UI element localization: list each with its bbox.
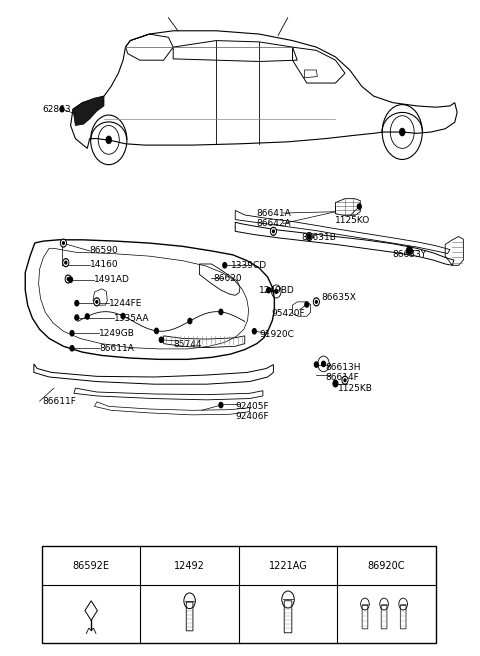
Circle shape — [305, 302, 309, 307]
Text: 12492: 12492 — [174, 560, 205, 571]
Text: 92405F: 92405F — [235, 402, 269, 411]
Text: 92406F: 92406F — [235, 412, 269, 420]
Text: 86611F: 86611F — [42, 397, 76, 405]
Circle shape — [188, 318, 192, 323]
Text: 1125KO: 1125KO — [335, 216, 370, 225]
FancyBboxPatch shape — [381, 605, 387, 629]
Circle shape — [315, 300, 317, 303]
Polygon shape — [73, 96, 104, 125]
Circle shape — [307, 234, 311, 239]
Circle shape — [65, 275, 71, 283]
Circle shape — [69, 277, 72, 282]
Text: 86920C: 86920C — [368, 560, 405, 571]
Circle shape — [64, 260, 68, 265]
Circle shape — [344, 379, 346, 382]
Circle shape — [408, 250, 410, 252]
Circle shape — [408, 249, 411, 253]
Circle shape — [407, 247, 412, 255]
Text: 1249BD: 1249BD — [259, 285, 295, 295]
Circle shape — [271, 228, 276, 236]
Circle shape — [314, 362, 318, 367]
Text: 91920C: 91920C — [259, 330, 294, 339]
Text: 86631B: 86631B — [301, 234, 336, 242]
Text: 1221AG: 1221AG — [269, 560, 307, 571]
Circle shape — [75, 315, 79, 320]
Text: 1339CD: 1339CD — [230, 261, 266, 270]
Circle shape — [60, 106, 64, 112]
Circle shape — [267, 287, 271, 293]
FancyBboxPatch shape — [400, 605, 406, 629]
Circle shape — [66, 276, 70, 281]
Circle shape — [343, 378, 347, 383]
Text: 86635X: 86635X — [321, 293, 356, 302]
Text: 1125KB: 1125KB — [338, 384, 372, 393]
Circle shape — [63, 258, 69, 266]
Text: 85744: 85744 — [173, 340, 202, 349]
Circle shape — [273, 230, 275, 233]
Text: 86633Y: 86633Y — [393, 250, 427, 258]
Text: 1249GB: 1249GB — [99, 329, 135, 338]
Circle shape — [62, 242, 64, 245]
Text: 86613H: 86613H — [325, 363, 360, 372]
FancyBboxPatch shape — [186, 602, 193, 631]
Text: 86611A: 86611A — [99, 344, 134, 353]
Circle shape — [306, 233, 312, 241]
Circle shape — [307, 234, 311, 239]
Circle shape — [65, 261, 67, 264]
Circle shape — [95, 299, 99, 304]
FancyBboxPatch shape — [284, 601, 292, 633]
Circle shape — [272, 229, 276, 234]
Circle shape — [85, 314, 89, 319]
Circle shape — [314, 299, 318, 304]
Circle shape — [70, 346, 74, 351]
Text: 86620: 86620 — [214, 274, 242, 283]
Circle shape — [223, 262, 227, 268]
Text: 14160: 14160 — [90, 260, 118, 269]
Text: 86614F: 86614F — [325, 373, 359, 382]
Circle shape — [75, 300, 79, 306]
Circle shape — [333, 380, 338, 387]
Circle shape — [96, 300, 98, 303]
Circle shape — [94, 298, 100, 306]
Circle shape — [70, 331, 74, 336]
Text: 86592E: 86592E — [72, 560, 109, 571]
Circle shape — [308, 236, 310, 238]
Text: 86642A: 86642A — [257, 219, 291, 228]
Circle shape — [358, 204, 361, 209]
Text: 62863: 62863 — [42, 105, 71, 113]
Circle shape — [219, 403, 223, 407]
Circle shape — [155, 328, 158, 333]
Circle shape — [252, 329, 256, 334]
Circle shape — [407, 247, 412, 253]
Text: 86641A: 86641A — [257, 209, 291, 218]
Circle shape — [342, 377, 348, 384]
FancyBboxPatch shape — [362, 605, 368, 629]
Circle shape — [121, 314, 125, 319]
Text: 1335AA: 1335AA — [114, 314, 149, 323]
Circle shape — [219, 309, 223, 314]
Circle shape — [67, 277, 69, 280]
Circle shape — [61, 241, 65, 246]
Text: 95420F: 95420F — [271, 309, 305, 318]
Circle shape — [60, 239, 66, 247]
Circle shape — [106, 136, 112, 144]
Circle shape — [313, 298, 319, 306]
Text: 86590: 86590 — [90, 247, 119, 255]
Bar — [42, 546, 436, 643]
Text: 1491AD: 1491AD — [95, 275, 131, 284]
Circle shape — [275, 289, 278, 293]
Circle shape — [399, 128, 405, 136]
Circle shape — [159, 337, 163, 342]
Circle shape — [322, 361, 325, 367]
Text: 1244FE: 1244FE — [109, 298, 142, 308]
